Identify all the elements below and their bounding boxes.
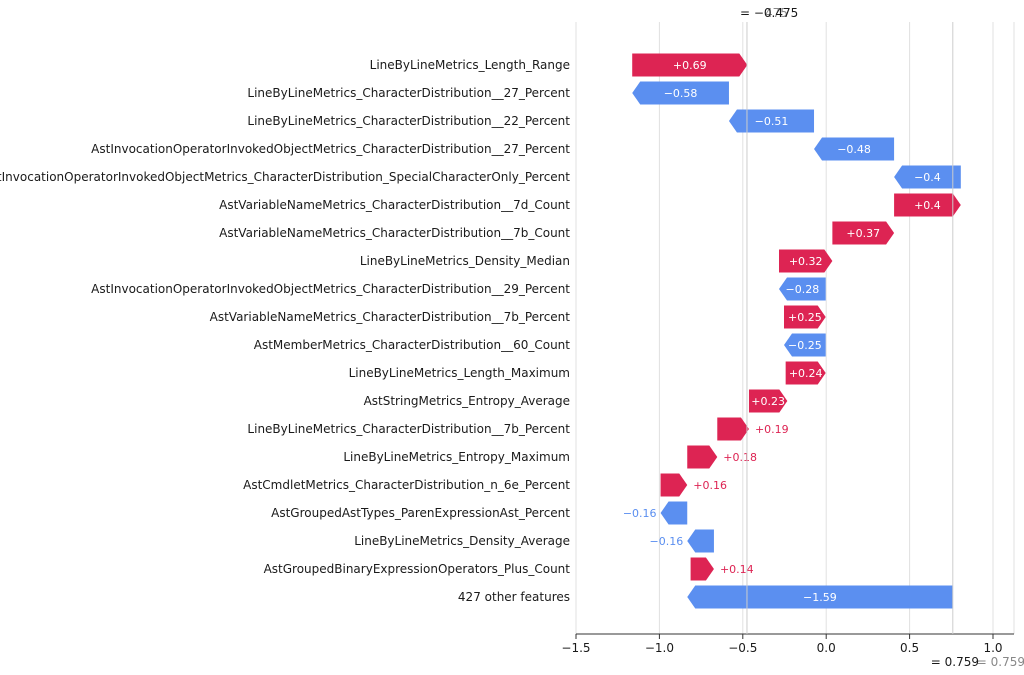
bars: +0.69 −0.58 −0.51 −0.48 −0.4 +0.4 +0.37 +0.32 −0… (623, 53, 961, 609)
bar-value-label: −0.4 (914, 171, 941, 184)
feature-label: AstInvocationOperatorInvokedObjectMetric… (0, 170, 570, 184)
positive-bar (717, 417, 749, 441)
x-tick-label: −0.5 (728, 641, 757, 655)
feature-label: LineByLineMetrics_Density_Median (360, 254, 570, 268)
negative-bar (814, 137, 895, 161)
positive-bar (894, 193, 961, 217)
feature-label: LineByLineMetrics_CharacterDistribution_… (247, 114, 570, 128)
x-tick-label: 0.5 (900, 641, 919, 655)
bar-value-label: +0.24 (789, 367, 823, 380)
positive-bar (748, 389, 788, 413)
feature-label: AstGroupedBinaryExpressionOperators_Plus… (264, 562, 571, 576)
positive-bar (690, 557, 714, 581)
feature-label: AstInvocationOperatorInvokedObjectMetric… (91, 142, 570, 156)
feature-label: LineByLineMetrics_Length_Maximum (349, 366, 570, 380)
positive-bar (660, 473, 688, 497)
negative-bar (778, 277, 826, 301)
feature-label: AstStringMetrics_Entropy_Average (364, 394, 570, 408)
positive-bar (832, 221, 895, 245)
base-value-label: = −0.475 (740, 6, 798, 20)
feature-label: LineByLineMetrics_Length_Range (370, 58, 570, 72)
bar-value-label: +0.14 (720, 563, 754, 576)
feature-label: LineByLineMetrics_CharacterDistribution_… (247, 422, 570, 436)
negative-bar (728, 109, 815, 133)
bar-value-label: +0.23 (751, 395, 785, 408)
bar-value-label: +0.25 (788, 311, 822, 324)
feature-label: LineByLineMetrics_Entropy_Maximum (343, 450, 570, 464)
bar-value-label: −1.59 (803, 591, 837, 604)
negative-bar (687, 529, 714, 553)
feature-label: AstVariableNameMetrics_CharacterDistribu… (219, 198, 570, 212)
positive-bar (785, 361, 826, 385)
negative-bar (632, 81, 729, 105)
feature-label: AstMemberMetrics_CharacterDistribution__… (254, 338, 571, 352)
feature-labels: LineByLineMetrics_Length_Range LineByLine… (0, 58, 570, 604)
x-tick-label: −1.0 (645, 641, 674, 655)
feature-label: 427 other features (458, 590, 570, 604)
bar-value-label: −0.51 (755, 115, 789, 128)
bar-value-label: −0.16 (650, 535, 684, 548)
bar-value-label: +0.37 (846, 227, 880, 240)
positive-bar (632, 53, 748, 77)
base-value-ghost-label: 475 (765, 6, 788, 20)
x-tick-label: 0.0 (817, 641, 836, 655)
negative-bar (687, 585, 953, 609)
feature-label: LineByLineMetrics_Density_Average (354, 534, 570, 548)
positive-bar (778, 249, 833, 273)
bar-value-label: −0.28 (785, 283, 819, 296)
negative-bar (783, 333, 826, 357)
x-tick-label: 1.0 (983, 641, 1002, 655)
feature-label: AstVariableNameMetrics_CharacterDistribu… (210, 310, 571, 324)
bar-value-label: +0.18 (723, 451, 757, 464)
negative-bar (660, 501, 688, 525)
bar-value-label: +0.69 (673, 59, 707, 72)
bar-value-label: +0.32 (789, 255, 823, 268)
x-axis-ticks: −1.5 −1.0 −0.5 0.0 0.5 1.0 (561, 634, 1003, 655)
bar-value-label: −0.48 (837, 143, 871, 156)
x-tick-label: −1.5 (561, 641, 590, 655)
bar-value-label: +0.16 (693, 479, 727, 492)
positive-bar (687, 445, 718, 469)
bar-value-label: −0.25 (788, 339, 822, 352)
negative-bar (894, 165, 961, 189)
bar-value-label: +0.4 (914, 199, 941, 212)
feature-label: AstInvocationOperatorInvokedObjectMetric… (91, 282, 570, 296)
bar-value-label: −0.58 (664, 87, 698, 100)
positive-bar (783, 305, 826, 329)
bar-value-label: +0.19 (755, 423, 789, 436)
bar-value-label: −0.16 (623, 507, 657, 520)
feature-label: AstVariableNameMetrics_CharacterDistribu… (219, 226, 570, 240)
feature-label: AstCmdletMetrics_CharacterDistribution_n… (243, 478, 570, 492)
feature-label: LineByLineMetrics_CharacterDistribution_… (247, 86, 570, 100)
final-value-ghost-label: = 0.759 (977, 655, 1024, 669)
feature-label: AstGroupedAstTypes_ParenExpressionAst_Pe… (271, 506, 570, 520)
final-value-label: = 0.759 (931, 655, 979, 669)
